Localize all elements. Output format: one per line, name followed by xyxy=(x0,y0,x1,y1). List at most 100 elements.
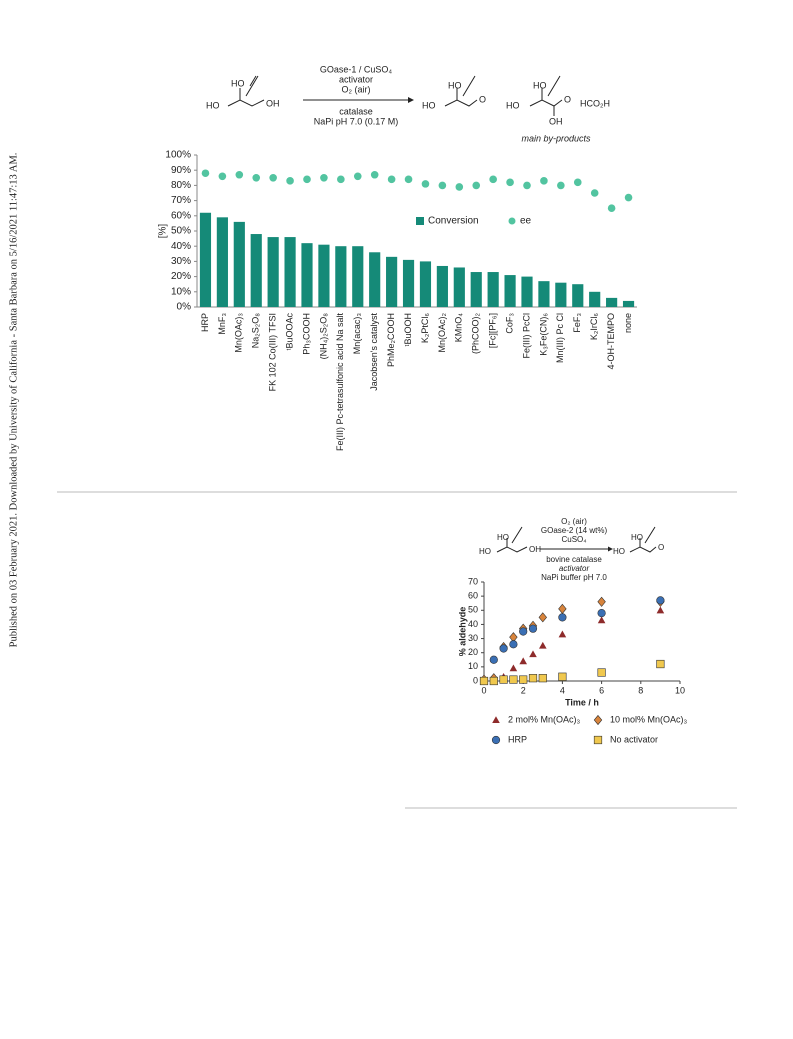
bar xyxy=(487,272,499,307)
atom-label: HO xyxy=(497,533,509,542)
reagent: O₂ (air) xyxy=(342,84,371,94)
ee-point xyxy=(320,174,328,182)
bar xyxy=(352,246,364,307)
legend-swatch xyxy=(492,716,500,724)
x-tick-label: 4 xyxy=(560,685,565,695)
marker xyxy=(558,613,567,622)
marker xyxy=(499,644,508,653)
x-tick-label: K₂PtCl₆ xyxy=(420,313,430,343)
x-tick-label: HRP xyxy=(200,313,210,332)
x-tick-label: Ph₃COOH xyxy=(301,313,311,355)
x-tick-label: PhMe₂COOH xyxy=(386,313,396,367)
bar xyxy=(572,284,584,307)
bar xyxy=(233,221,245,307)
marker xyxy=(529,650,537,658)
x-tick-label: none xyxy=(623,313,633,333)
x-tick-label: Na₂S₂O₈ xyxy=(251,313,261,348)
atom-label: OH xyxy=(549,116,563,126)
marker xyxy=(479,676,489,686)
atom-label: O xyxy=(479,94,486,104)
marker xyxy=(528,674,538,683)
bar xyxy=(318,244,330,307)
atom-label: HO xyxy=(533,80,547,90)
legend-label: ee xyxy=(520,216,532,227)
marker xyxy=(656,659,665,669)
bar xyxy=(402,259,415,307)
legend-swatch xyxy=(491,735,501,745)
reagent: activator xyxy=(339,74,373,84)
x-tick-label: MnF₃ xyxy=(217,313,227,335)
y-tick-label: 30 xyxy=(468,633,478,643)
legend-swatch xyxy=(508,217,516,225)
ee-point xyxy=(421,180,430,188)
ee-point xyxy=(370,170,379,179)
marker xyxy=(519,627,528,636)
bar xyxy=(216,217,228,307)
side-note: Published on 03 February 2021. Downloade… xyxy=(8,153,19,648)
atom-label: HO xyxy=(631,533,643,542)
y-axis-label: [%] xyxy=(158,224,169,239)
y-tick-label: 90% xyxy=(171,165,191,176)
bar xyxy=(470,272,482,307)
x-tick-label: CoF₃ xyxy=(504,313,514,334)
atom-label: OH xyxy=(266,98,280,108)
y-axis-label: % aldehyde xyxy=(457,607,467,657)
y-tick-label: 30% xyxy=(171,256,191,267)
ee-point xyxy=(523,181,531,190)
bar xyxy=(538,281,550,307)
marker xyxy=(558,603,567,614)
reagent: NaPi pH 7.0 (0.17 M) xyxy=(314,116,399,126)
x-tick-label: Mn(acac)₃ xyxy=(352,313,362,355)
marker xyxy=(597,596,606,607)
y-tick-label: 40 xyxy=(468,619,478,629)
ee-point xyxy=(337,175,345,184)
legend-label: No activator xyxy=(610,734,658,744)
y-tick-label: 20 xyxy=(468,647,478,657)
y-tick-label: 0 xyxy=(473,675,478,685)
y-tick-label: 60 xyxy=(468,591,478,601)
ee-point xyxy=(489,175,497,184)
ee-point xyxy=(557,181,565,190)
x-tick-label: Mn(III) Pc Cl xyxy=(555,313,565,363)
structure xyxy=(629,526,657,553)
atom-label: HO xyxy=(613,547,625,556)
ee-point xyxy=(201,169,210,178)
x-tick-label: 2 xyxy=(521,685,526,695)
ee-point xyxy=(252,174,261,182)
y-tick-label: 100% xyxy=(165,150,191,161)
legend-label: 2 mol% Mn(OAc)₃ xyxy=(508,714,581,724)
ee-point xyxy=(286,177,294,185)
x-tick-label: Fe(III) Pc-tetrasulfonic acid Na salt xyxy=(335,313,345,452)
compound: HCO₂H xyxy=(580,98,610,108)
marker xyxy=(539,641,547,649)
atom-label: HO xyxy=(231,78,245,88)
bar xyxy=(453,267,465,307)
marker xyxy=(519,675,528,684)
bar xyxy=(267,237,279,307)
x-tick-label: FeF₃ xyxy=(572,313,582,333)
ee-point xyxy=(624,193,633,202)
x-tick-label: Jacobsen's catalyst xyxy=(369,313,379,391)
reagent: NaPi buffer pH 7.0 xyxy=(541,573,607,582)
marker xyxy=(558,672,567,681)
ee-point xyxy=(506,178,514,187)
reagent: CuSO₄ xyxy=(561,535,586,544)
marker xyxy=(499,675,508,684)
marker xyxy=(528,624,538,633)
bar xyxy=(301,243,313,307)
x-tick-label: Mn(OAc)₂ xyxy=(437,313,447,353)
arrow-head xyxy=(408,97,414,103)
bar xyxy=(369,252,381,307)
reagent: O₂ (air) xyxy=(561,517,587,526)
atom-label: OH xyxy=(529,545,541,554)
legend-label: Conversion xyxy=(428,216,479,227)
legend-swatch xyxy=(593,735,603,745)
marker xyxy=(489,676,498,686)
x-tick-label: (NH₄)₂S₂O₈ xyxy=(318,313,328,360)
ee-point xyxy=(455,183,464,191)
ee-point xyxy=(218,172,227,181)
y-tick-label: 20% xyxy=(171,271,191,282)
atom-label: HO xyxy=(448,80,462,90)
ee-point xyxy=(540,177,548,185)
y-tick-label: 80% xyxy=(171,180,191,191)
